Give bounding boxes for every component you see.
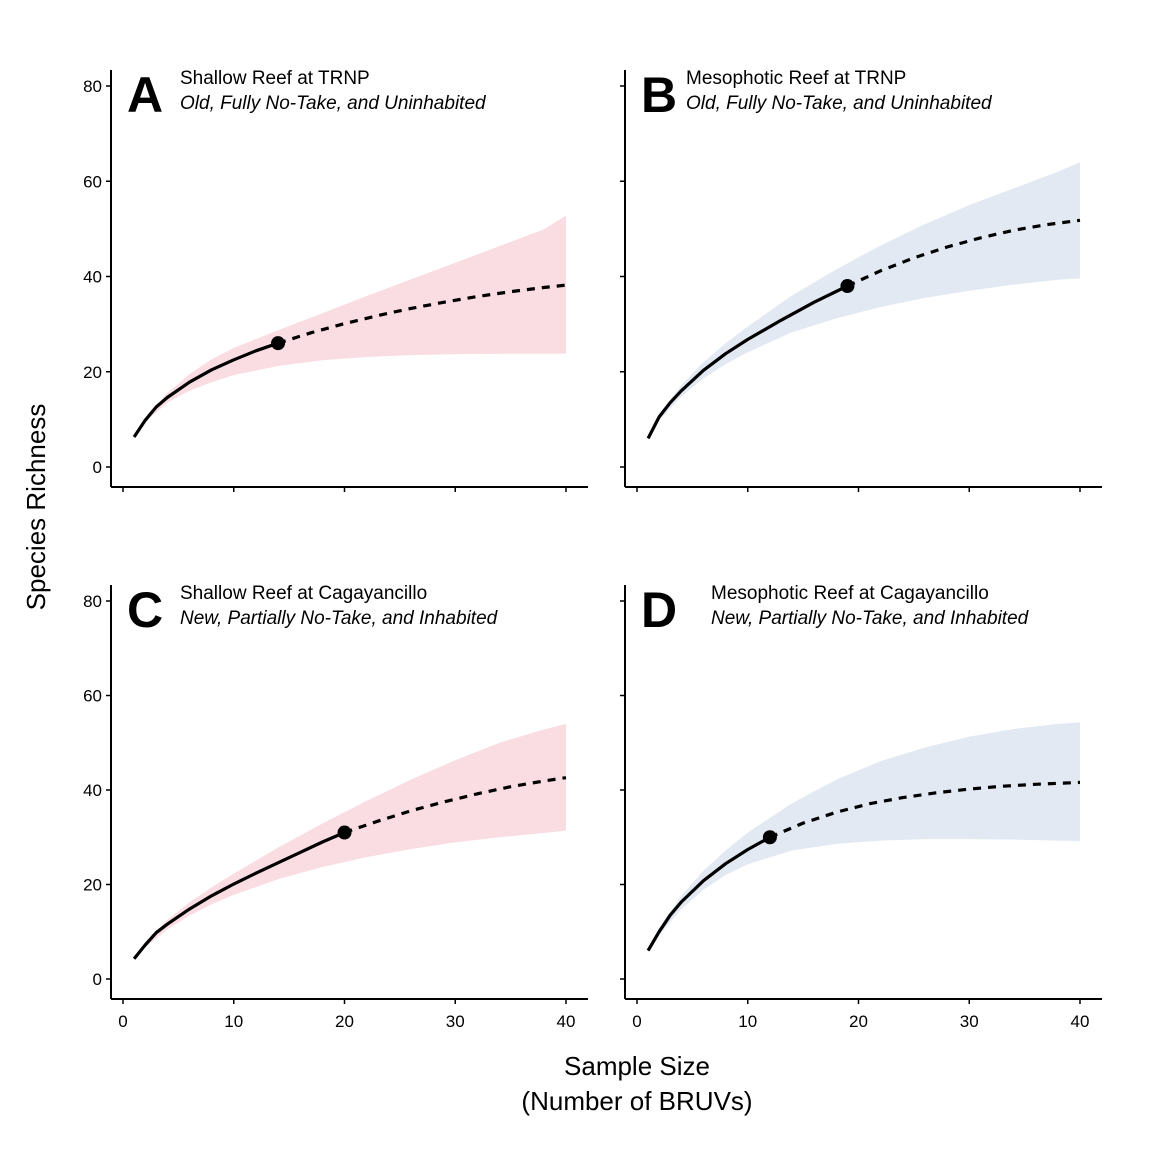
panel-c: 0 20 40 60 80 0 10 20 30 40 C Shallow Reef at Cagay… <box>83 582 588 1031</box>
x-tick-label: 10 <box>224 1012 243 1031</box>
x-tick-label: 20 <box>849 1012 868 1031</box>
panel-subtitle: Old, Fully No-Take, and Uninhabited <box>686 93 993 114</box>
interpolation-line <box>646 835 771 952</box>
interpolation-line <box>132 341 279 438</box>
observed-point <box>762 830 777 845</box>
panel-b: B Mesophotic Reef at TRNP Old, Fully No-Ta… <box>620 67 1102 492</box>
confidence-band <box>648 162 1080 441</box>
y-tick-label: 60 <box>83 687 102 706</box>
panel-title: Shallow Reef at Cagayancillo <box>180 583 427 604</box>
panel-title: Mesophotic Reef at TRNP <box>686 68 906 89</box>
panel-subtitle: Old, Fully No-Take, and Uninhabited <box>180 93 487 114</box>
panel-subtitle: New, Partially No-Take, and Inhabited <box>711 608 1030 629</box>
x-tick-label: 10 <box>738 1012 757 1031</box>
x-tick-label: 30 <box>446 1012 465 1031</box>
extrapolation-line <box>343 776 567 835</box>
y-tick-label: 60 <box>83 172 102 191</box>
panel-letter: B <box>641 67 677 123</box>
x-tick-label: 30 <box>960 1012 979 1031</box>
panel-letter: C <box>127 582 163 638</box>
interpolation-line <box>646 284 849 440</box>
x-tick-label: 20 <box>335 1012 354 1031</box>
confidence-band <box>134 723 566 961</box>
y-tick-label: 20 <box>83 363 102 382</box>
x-tick-label: 40 <box>1071 1012 1090 1031</box>
panel-letter: A <box>127 67 163 123</box>
y-axis-title: Species Richness <box>21 404 51 611</box>
x-axis-title-line1: Sample Size <box>564 1051 710 1081</box>
panel-letter: D <box>641 582 677 638</box>
x-tick-label: 0 <box>118 1012 127 1031</box>
x-tick-label: 0 <box>632 1012 641 1031</box>
x-axis-title-line2: (Number of BRUVs) <box>521 1086 752 1116</box>
extrapolation-line <box>277 283 567 345</box>
y-tick-label: 0 <box>93 458 102 477</box>
panel-subtitle: New, Partially No-Take, and Inhabited <box>180 608 499 629</box>
panel-title: Shallow Reef at TRNP <box>180 68 370 89</box>
panel-d: 0 10 20 30 40 D Mesophotic Reef at Cagayancill… <box>620 582 1102 1031</box>
confidence-band <box>134 215 566 439</box>
y-tick-label: 80 <box>83 77 102 96</box>
extrapolation-line <box>769 780 1081 839</box>
y-tick-label: 40 <box>83 781 102 800</box>
y-tick-label: 20 <box>83 876 102 895</box>
y-tick-label: 80 <box>83 592 102 611</box>
y-tick-label: 0 <box>93 970 102 989</box>
extrapolation-line <box>846 218 1081 288</box>
y-tick-label: 40 <box>83 268 102 287</box>
x-tick-label: 40 <box>557 1012 576 1031</box>
chart-panels: 0 20 40 60 80 A Shallow Reef at TRNP Old, Fully… <box>83 67 1102 1031</box>
panel-a: 0 20 40 60 80 A Shallow Reef at TRNP Old, Fully… <box>83 67 588 492</box>
interpolation-line <box>132 831 346 960</box>
observed-point <box>337 825 352 840</box>
observed-point <box>271 336 286 351</box>
panel-title: Mesophotic Reef at Cagayancillo <box>711 583 989 604</box>
confidence-band <box>648 722 1080 953</box>
observed-point <box>840 279 855 294</box>
